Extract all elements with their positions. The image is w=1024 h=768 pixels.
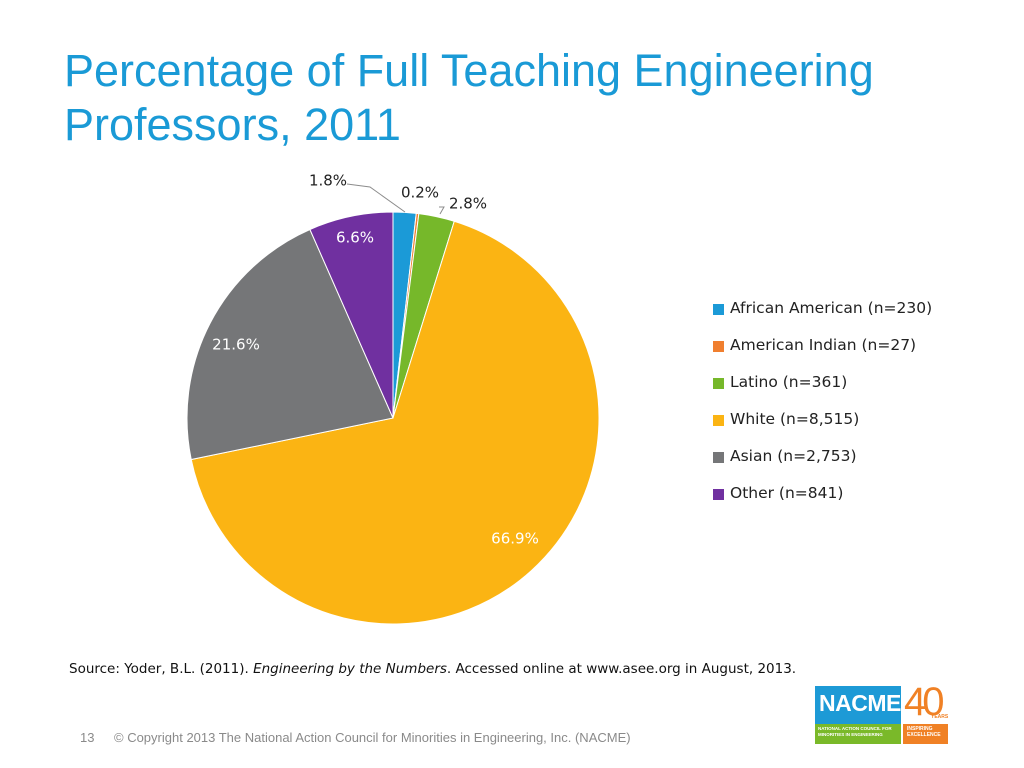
source-suffix: . Accessed online at www.asee.org in Aug… [446,661,797,677]
copyright-notice: © Copyright 2013 The National Action Cou… [114,730,631,745]
legend-entry-asian: Asian (n=2,753) [713,447,932,484]
legend-entry-white: White (n=8,515) [713,410,932,447]
tagline-line1: INSPIRING [907,726,933,732]
anniversary-tagline: INSPIRING EXCELLENCE [907,726,941,738]
pie-slice-white [190,220,600,625]
legend-swatch [713,378,724,389]
slide-title-line1: Percentage of Full Teaching Engineering [64,45,874,96]
slide-title-line2: Professors, 2011 [64,99,401,150]
legend-entry-latino: Latino (n=361) [713,373,932,410]
legend-entry-american-indian: American Indian (n=27) [713,336,932,373]
legend-label: American Indian (n=27) [730,336,917,354]
legend-entry-african-american: African American (n=230) [713,299,932,336]
nacme-subtitle-line2: MINORITIES IN ENGINEERING [818,732,883,737]
legend-swatch [713,415,724,426]
nacme-logo-strip [815,724,901,744]
chart-legend: African American (n=230) American Indian … [713,299,932,521]
pie-slice-other [309,211,394,419]
pie-slice-asian [186,228,394,461]
legend-label: White (n=8,515) [730,410,860,428]
data-label-american-indian: 0.2% [401,184,439,202]
source-prefix: Source: Yoder, B.L. (2011). [69,661,254,677]
nacme-logo-text: NACME [819,690,901,716]
slide-title: Percentage of Full Teaching Engineering … [64,44,964,152]
data-label-latino: 2.8% [449,195,487,213]
anniversary-strip [903,724,948,744]
legend-swatch [713,341,724,352]
data-label-african-american: 1.8% [309,172,347,190]
legend-swatch [713,489,724,500]
legend-swatch [713,452,724,463]
source-citation: Source: Yoder, B.L. (2011). Engineering … [69,661,796,677]
source-title: Engineering by the Numbers [253,661,447,677]
page-number: 13 [80,730,95,745]
data-label-white: 66.9% [491,530,539,548]
nacme-logo-subtitle: NATIONAL ACTION COUNCIL FOR MINORITIES I… [818,726,892,738]
legend-label: Latino (n=361) [730,373,848,391]
leader-line-african-american [346,183,406,213]
legend-label: Other (n=841) [730,484,844,502]
nacme-subtitle-line1: NATIONAL ACTION COUNCIL FOR [818,726,892,731]
legend-swatch [713,304,724,315]
anniversary-number: 40 [904,680,944,724]
tagline-line2: EXCELLENCE [907,732,941,738]
nacme-logo: NACME NATIONAL ACTION COUNCIL FOR MINORI… [815,680,949,744]
anniversary-word: YEARS [931,714,949,720]
legend-label: African American (n=230) [730,299,933,317]
legend-label: Asian (n=2,753) [730,447,857,465]
data-label-asian: 21.6% [212,336,260,354]
legend-entry-other: Other (n=841) [713,484,932,521]
leader-line-latino [439,206,445,215]
data-label-other: 6.6% [336,229,374,247]
